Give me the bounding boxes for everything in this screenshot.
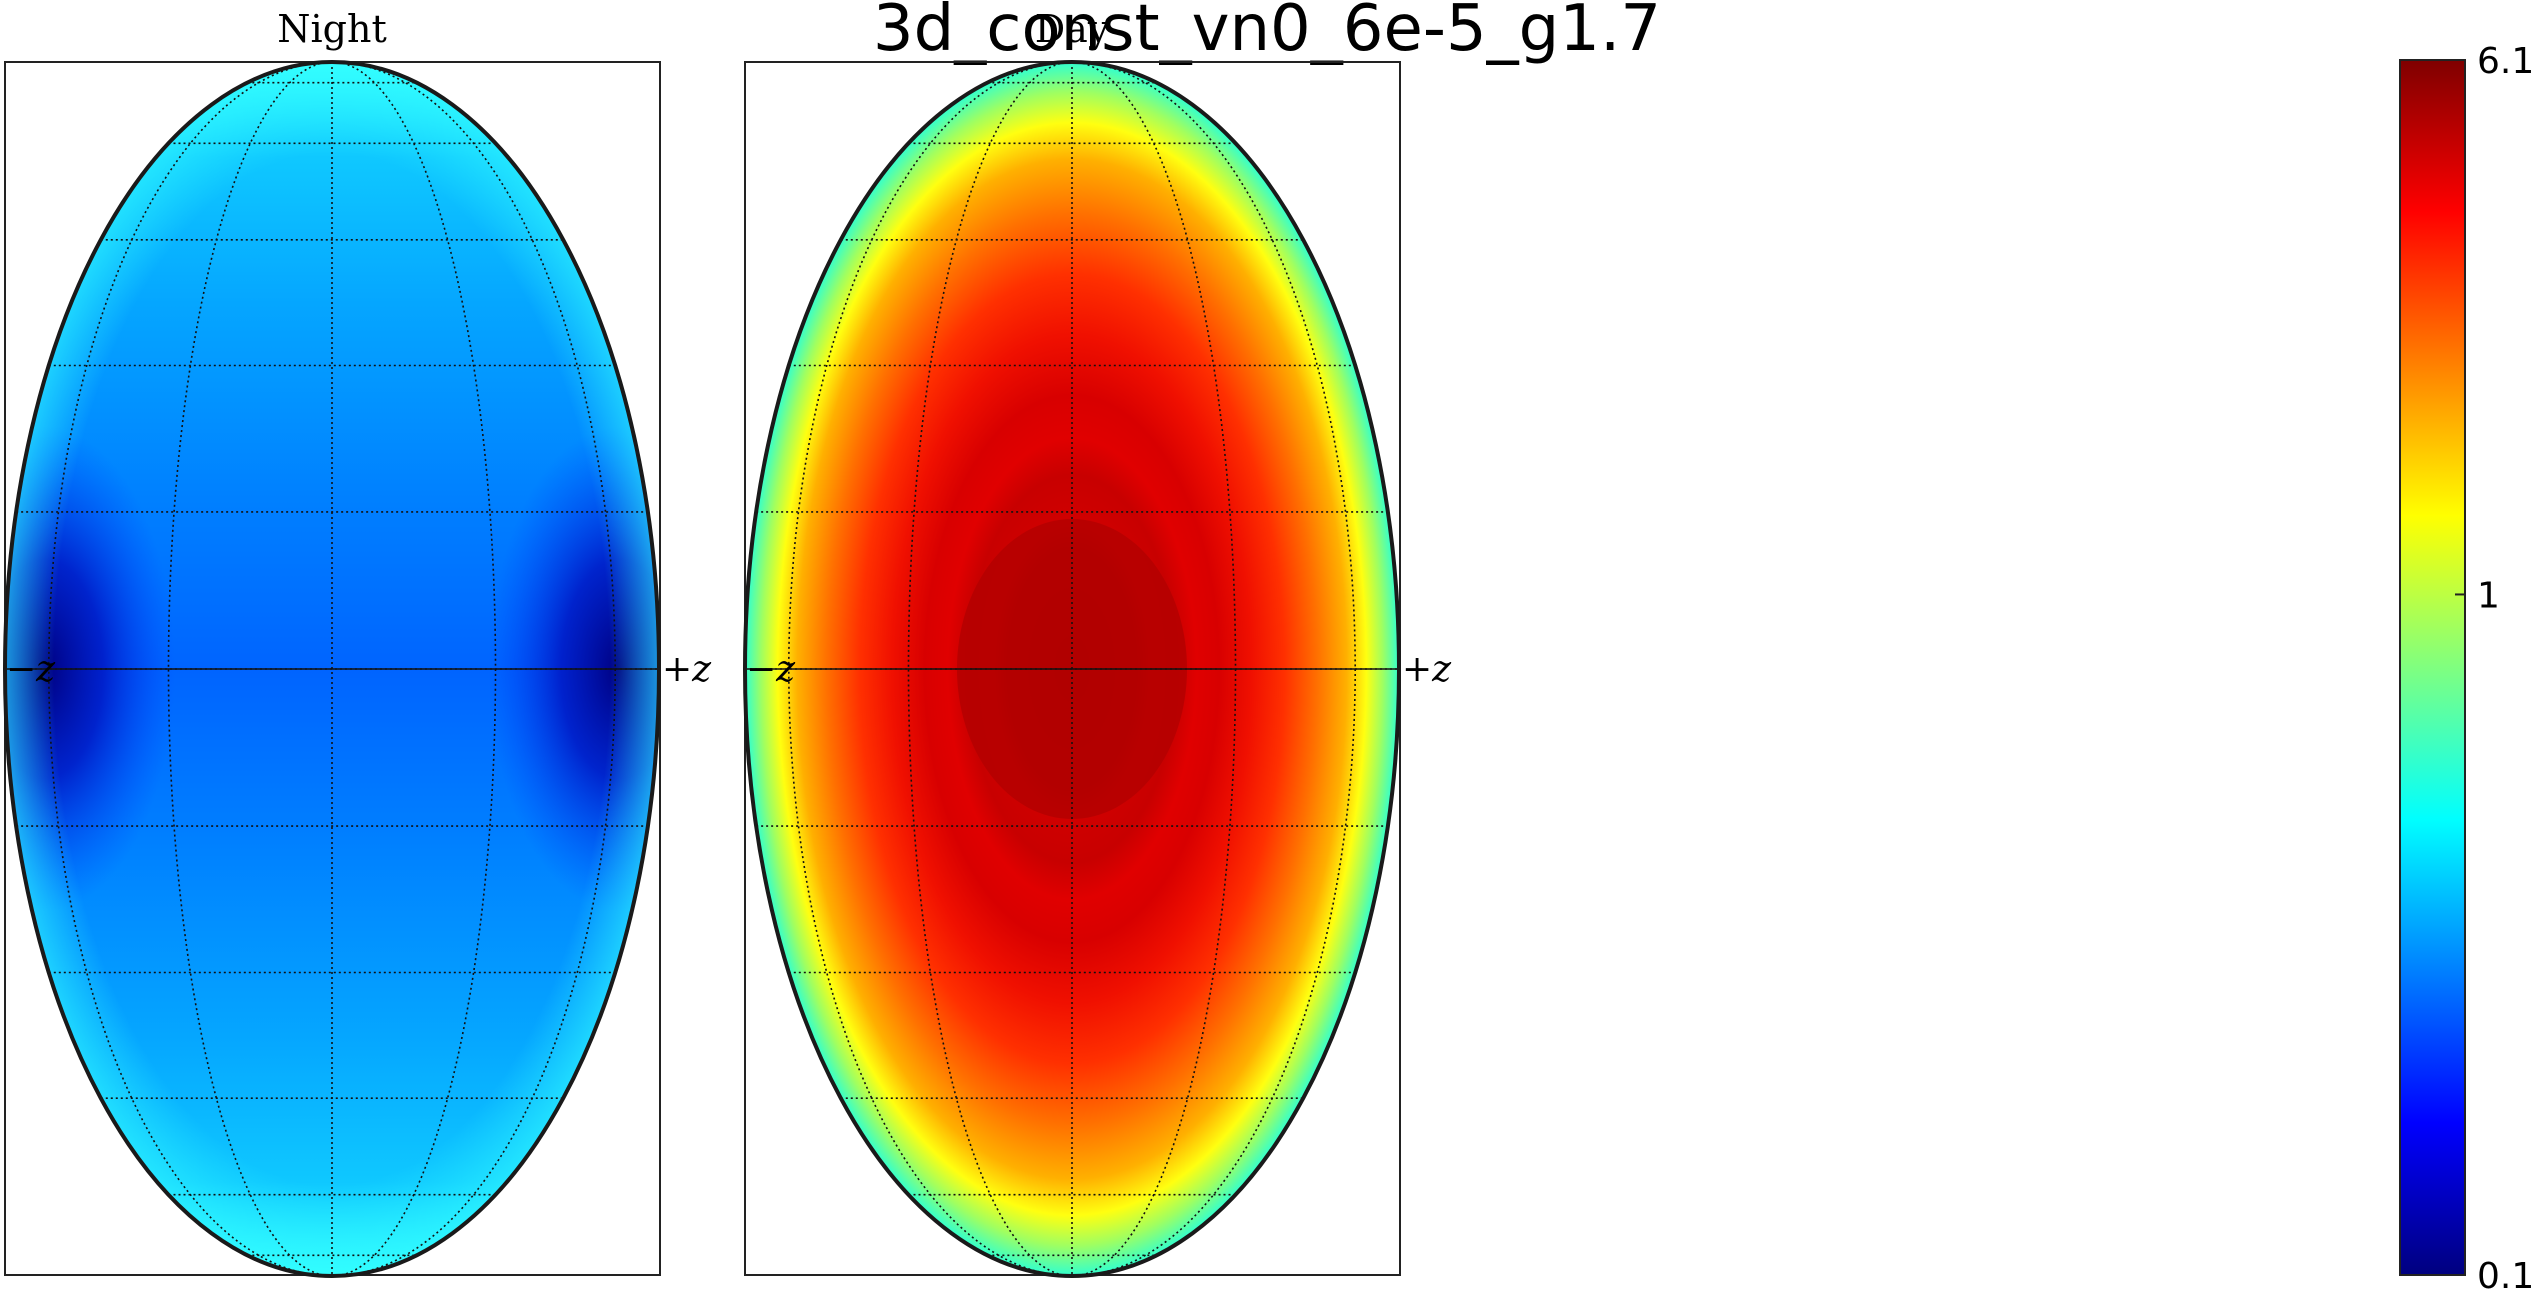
day-right-z-label: +z [1402,649,1452,690]
night-right-z-label: +z [662,649,712,690]
night-graticule [5,62,659,1276]
colorbar: 6.1 1 0.1 [2399,41,2534,1293]
colorbar-tick-label: 1 [2477,575,2500,616]
night-panel: Night −z +z [3,7,712,1278]
night-heatmap [5,62,659,1276]
colorbar-tick-label: 6.1 [2477,41,2534,82]
day-panel: Day −z +z [743,7,1452,1278]
colorbar-tick-label: 0.1 [2477,1256,2534,1293]
colorbar-gradient [2399,59,2466,1276]
day-left-z-label: −z [746,649,796,690]
night-left-z-label: −z [6,649,56,690]
day-graticule [745,62,1399,1276]
day-heatmap [745,62,1399,1276]
colorbar-ticks: 6.1 1 0.1 [2455,41,2534,1293]
day-sphere-outline [743,60,1401,1278]
night-sphere-outline [3,60,661,1278]
day-panel-title: Day [1035,7,1110,51]
figure-title: 3d_const_vn0_6e-5_g1.7 [873,0,1661,66]
night-panel-title: Night [277,7,386,51]
